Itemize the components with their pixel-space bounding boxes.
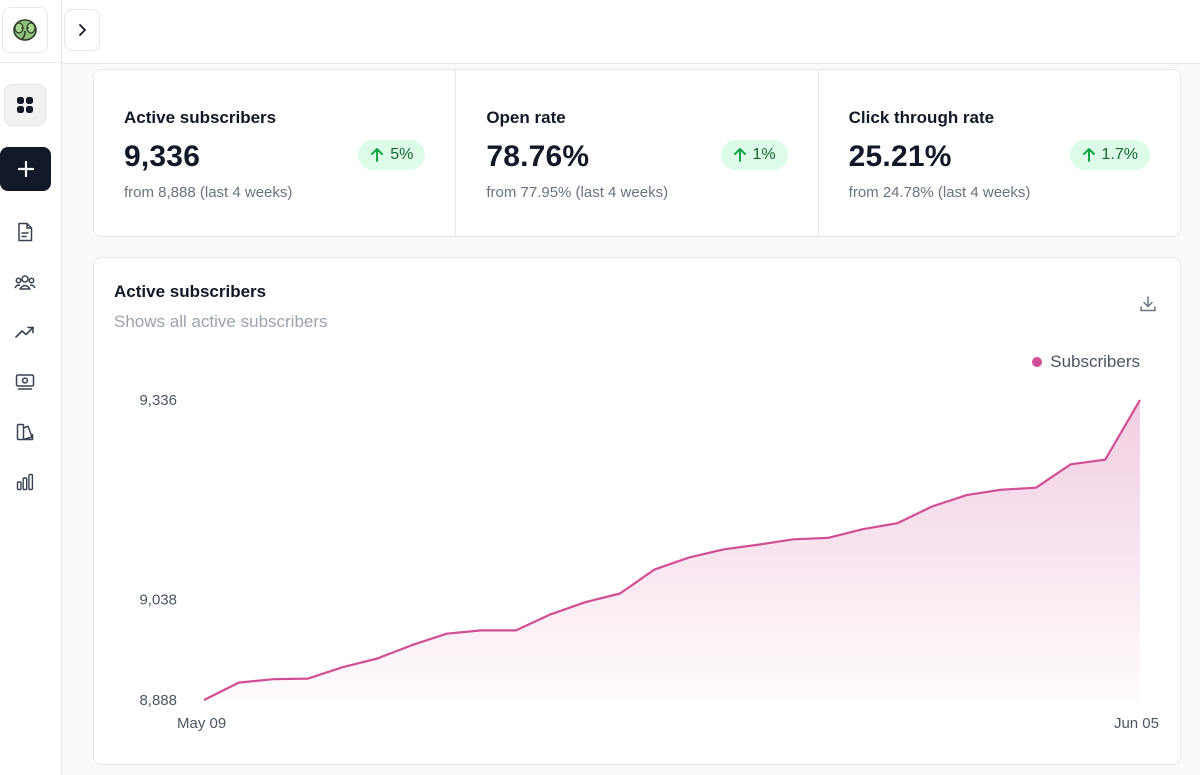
x-tick-label: Jun 05 <box>1114 715 1159 732</box>
subscribers-area-chart: 8,888 9,038 9,336 May 09 Jun 05 <box>139 392 1159 732</box>
chevron-right-icon <box>79 24 86 36</box>
stat-card-active-subscribers: Active subscribers 9,336 5% from 8,888 (… <box>94 70 455 236</box>
change-value: 1% <box>752 146 776 163</box>
bar-chart-icon <box>16 473 34 491</box>
stat-value: 78.76% <box>486 140 590 173</box>
sidebar-item-design[interactable] <box>12 419 38 445</box>
y-tick-label: 9,038 <box>139 592 177 609</box>
chart-subtitle: Shows all active subscribers <box>114 312 328 331</box>
sidebar-divider <box>0 62 62 63</box>
sidebar-item-audience[interactable] <box>12 269 38 295</box>
stat-comparison: from 8,888 (last 4 weeks) <box>124 184 293 201</box>
grid-icon <box>17 97 33 113</box>
y-tick-label: 9,336 <box>139 392 177 409</box>
top-bar <box>62 0 1200 64</box>
arrow-up-icon <box>1082 148 1095 162</box>
download-icon <box>1140 296 1156 312</box>
stat-comparison: from 24.78% (last 4 weeks) <box>848 184 1031 201</box>
sidebar-item-dashboard[interactable] <box>4 84 46 126</box>
elephant-logo-icon <box>13 19 37 41</box>
sidebar-item-analytics[interactable] <box>12 469 38 495</box>
series-area-subscribers <box>204 400 1140 700</box>
palette-icon <box>16 423 34 441</box>
sidebar-item-growth[interactable] <box>12 319 38 345</box>
change-value: 1.7% <box>1101 146 1138 163</box>
stat-value: 9,336 <box>124 140 201 173</box>
sidebar-toggle-button[interactable] <box>64 9 100 51</box>
x-tick-label: May 09 <box>177 715 226 732</box>
change-badge: 5% <box>358 140 426 170</box>
arrow-up-icon <box>371 148 384 162</box>
arrow-up-icon <box>733 148 746 162</box>
y-tick-label: 8,888 <box>139 692 177 709</box>
stat-label: Active subscribers <box>124 108 277 127</box>
sidebar-item-monetization[interactable] <box>12 369 38 395</box>
change-badge: 1.7% <box>1069 140 1150 170</box>
change-value: 5% <box>390 146 414 163</box>
stat-card-open-rate: Open rate 78.76% 1% from 77.95% (last 4 … <box>455 70 817 236</box>
new-post-button[interactable] <box>0 147 51 191</box>
legend-label: Subscribers <box>1050 352 1140 371</box>
sidebar <box>0 0 62 775</box>
document-icon <box>18 222 33 242</box>
legend-dot <box>1032 357 1043 367</box>
series-line-subscribers <box>203 399 1141 701</box>
app-logo[interactable] <box>2 7 48 53</box>
chart-title: Active subscribers <box>114 282 267 301</box>
chart-legend: Subscribers <box>1032 352 1140 372</box>
sidebar-item-posts[interactable] <box>12 219 38 245</box>
change-badge: 1% <box>720 140 788 170</box>
download-button[interactable] <box>1136 292 1160 316</box>
stat-card-click-through-rate: Click through rate 25.21% 1.7% from 24.7… <box>817 70 1180 236</box>
money-icon <box>15 374 35 390</box>
stats-panel: Active subscribers 9,336 5% from 8,888 (… <box>93 69 1181 237</box>
plus-icon <box>17 160 34 178</box>
stat-label: Open rate <box>486 108 566 127</box>
trending-up-icon <box>15 326 34 338</box>
stat-label: Click through rate <box>848 108 995 127</box>
stat-comparison: from 77.95% (last 4 weeks) <box>486 184 669 201</box>
users-icon <box>14 275 36 290</box>
chart-card: Active subscribers Shows all active subs… <box>93 257 1181 765</box>
stat-value: 25.21% <box>848 140 952 173</box>
